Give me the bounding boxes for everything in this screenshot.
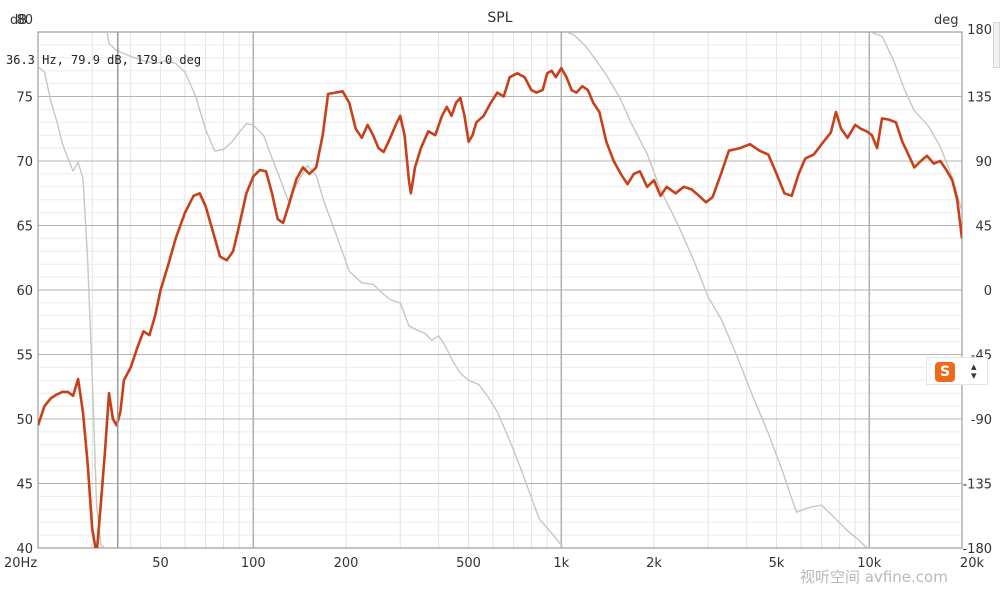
- y-tick-label: 80: [16, 13, 33, 28]
- x-tick-label: 500: [456, 556, 481, 571]
- y2-tick-label: 45: [975, 220, 992, 235]
- x-axis-ticks: 20Hz 50 100 200 500 1k 2k 5k 10k 20k: [4, 556, 984, 571]
- x-tick-label: 100: [241, 556, 266, 571]
- y2-tick-label: 135: [967, 91, 992, 106]
- x-tick-label: 20k: [960, 556, 985, 571]
- ime-logo-icon[interactable]: S: [935, 362, 955, 382]
- x-tick-label: 50: [152, 556, 169, 571]
- x-tick-label: 1k: [553, 556, 569, 571]
- cursor-readout: 36.3 Hz, 79.9 dB, 179.0 deg: [6, 53, 201, 67]
- y-tick-label: 55: [16, 349, 33, 364]
- y-axis-ticks: 40 45 50 55 60 65 70 75 80: [16, 13, 33, 557]
- chart-title: SPL: [487, 10, 512, 26]
- y-axis-unit: dB: [10, 13, 27, 28]
- y2-tick-label: 90: [975, 155, 992, 170]
- x-tick-label: 20Hz: [4, 556, 37, 571]
- scrollbar[interactable]: [993, 22, 1000, 68]
- y-tick-label: 65: [16, 220, 33, 235]
- plot-frame: [37, 31, 963, 549]
- x-tick-label: 5k: [769, 556, 785, 571]
- series-layer: [38, 32, 962, 548]
- watermark: 视听空间 avfine.com: [800, 568, 948, 586]
- ime-toolbar[interactable]: S ▴ ▾: [926, 357, 988, 385]
- phase-series-line: [566, 32, 870, 548]
- y-tick-label: 60: [16, 284, 33, 299]
- y-tick-label: 70: [16, 155, 33, 170]
- x-tick-label: 2k: [646, 556, 662, 571]
- y2-tick-label: 180: [967, 23, 992, 38]
- phase-series-line: [106, 32, 564, 548]
- y-tick-label: 50: [16, 413, 33, 428]
- y2-tick-label: -90: [971, 413, 992, 428]
- ime-menu-arrows-icon[interactable]: ▴ ▾: [971, 360, 977, 382]
- y2-tick-label: -135: [962, 478, 992, 493]
- y2-tick-label: -180: [962, 542, 992, 557]
- y2-axis-unit: deg: [934, 13, 959, 28]
- y2-tick-label: 0: [984, 284, 992, 299]
- y-tick-label: 40: [16, 542, 33, 557]
- y-tick-label: 45: [16, 478, 33, 493]
- x-tick-label: 10k: [857, 556, 882, 571]
- phase-series-line: [870, 32, 962, 212]
- x-tick-label: 200: [334, 556, 359, 571]
- y-tick-label: 75: [16, 91, 33, 106]
- spl-series-line: [38, 66, 962, 548]
- major-grid: [38, 32, 962, 548]
